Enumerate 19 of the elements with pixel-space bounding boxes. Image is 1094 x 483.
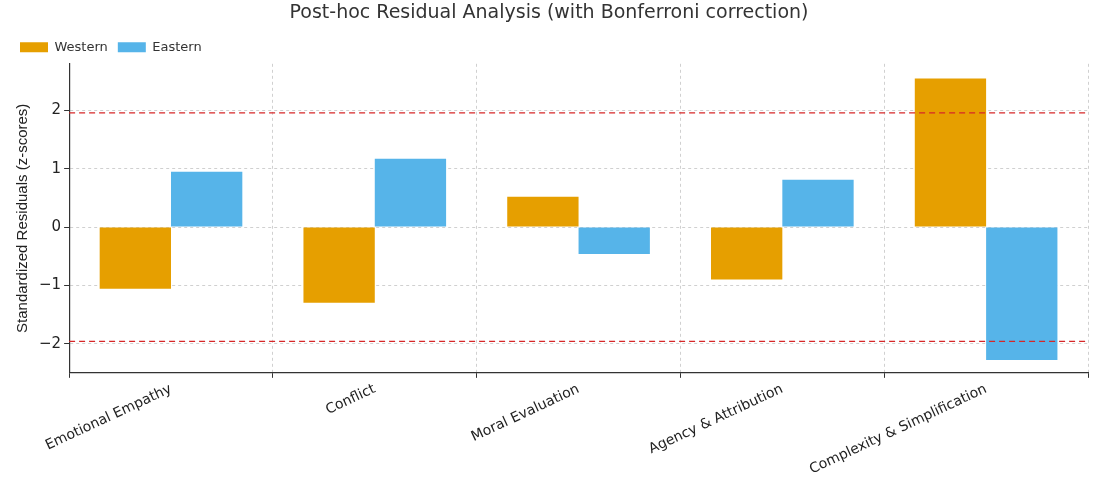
bar [507,196,579,227]
y-tick-label: 0 [51,216,62,235]
legend-label: Eastern [152,38,202,54]
y-tick-label: −1 [38,275,62,294]
bar [303,227,375,303]
y-tick-label: 1 [51,158,62,177]
bar [99,227,171,289]
chart-title: Post-hoc Residual Analysis (with Bonferroni correction) [289,0,809,23]
legend-label: Western [54,38,108,54]
bar [782,179,854,227]
y-tick-label: 2 [51,100,62,119]
bar [986,227,1058,361]
bar [171,171,243,227]
y-tick-label: −2 [38,333,62,352]
bar [711,227,783,280]
bar [578,227,650,254]
y-axis-title: Standardized Residuals (z-scores) [13,103,31,333]
bar [914,78,987,227]
bar [374,158,447,227]
